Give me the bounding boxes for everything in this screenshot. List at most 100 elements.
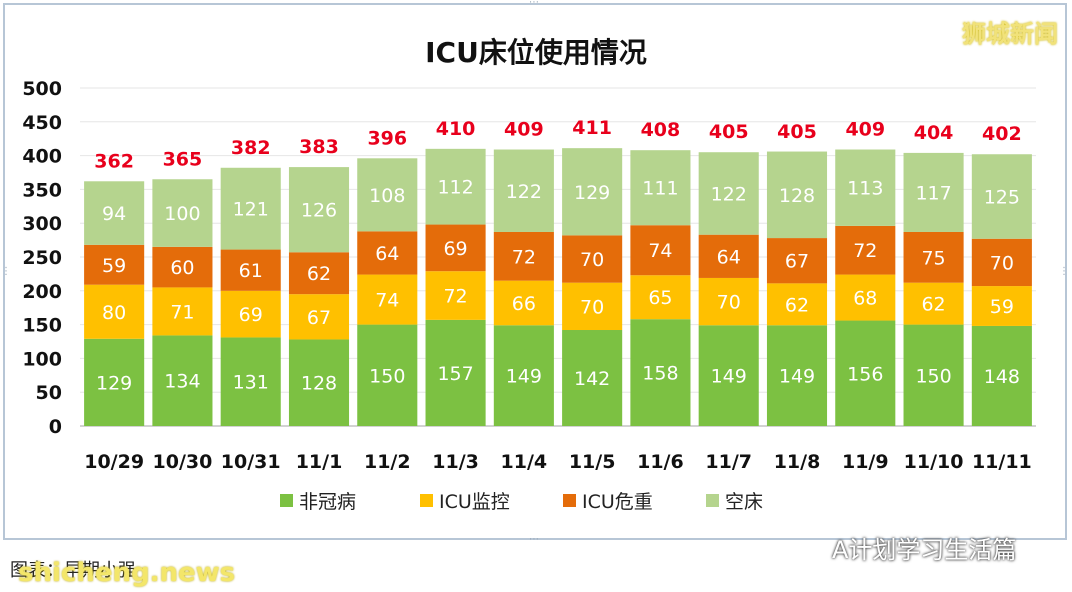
bar-segment: [220, 167, 281, 250]
data-label: 59: [990, 296, 1014, 318]
total-label: 382: [231, 137, 271, 159]
bar-segment: [493, 149, 554, 232]
y-tick-label: 450: [22, 112, 62, 134]
total-label: 383: [299, 136, 339, 158]
y-tick-label: 100: [22, 348, 62, 370]
x-tick-label: 11/5: [569, 451, 616, 473]
data-label: 149: [506, 366, 542, 388]
bar-segment: [835, 225, 896, 275]
legend-swatch: [420, 494, 433, 507]
x-tick-label: 11/1: [296, 451, 343, 473]
account-name: A计划学习生活篇: [832, 536, 1017, 564]
data-label: 150: [369, 365, 405, 387]
bar-segment: [84, 244, 145, 285]
bar-segment: [357, 274, 418, 325]
data-label: 148: [984, 366, 1020, 388]
bar-segment: [493, 280, 554, 326]
legend-swatch: [280, 494, 293, 507]
data-label: 72: [443, 286, 467, 308]
y-tick-label: 150: [22, 315, 62, 337]
total-label: 396: [367, 127, 407, 149]
resize-handle-top[interactable]: ⋯: [529, 0, 539, 8]
total-label: 409: [504, 119, 544, 141]
data-label: 131: [233, 372, 269, 394]
data-label: 72: [512, 246, 536, 268]
data-label: 117: [915, 182, 951, 204]
bar-segment: [903, 282, 964, 325]
data-label: 94: [102, 203, 126, 225]
bar-segment: [425, 148, 486, 225]
data-label: 71: [170, 301, 194, 323]
data-label: 158: [642, 363, 678, 385]
x-tick-label: 11/2: [364, 451, 411, 473]
data-label: 156: [847, 363, 883, 385]
data-label: 149: [779, 366, 815, 388]
legend-swatch: [706, 494, 719, 507]
bar-segment: [835, 149, 896, 226]
data-label: 61: [239, 260, 263, 282]
bar-segment: [766, 325, 828, 426]
data-label: 129: [574, 182, 610, 204]
total-label: 409: [845, 119, 885, 141]
data-label: 108: [369, 185, 405, 207]
bar-segment: [698, 325, 759, 426]
y-tick-label: 400: [22, 146, 62, 168]
wechat-icon: [802, 542, 827, 560]
bar-segment: [562, 148, 623, 236]
bar-segment: [84, 181, 145, 245]
data-label: 80: [102, 302, 126, 324]
bar-segment: [288, 339, 350, 426]
x-tick-label: 10/29: [84, 451, 144, 473]
account-watermark: A计划学习生活篇: [802, 530, 1016, 565]
data-label: 62: [307, 263, 331, 285]
data-label: 126: [301, 200, 337, 222]
bar-segment: [903, 152, 964, 232]
bar-segment: [220, 290, 281, 338]
bar-segment: [698, 277, 759, 326]
data-label: 67: [307, 307, 331, 329]
y-tick-label: 250: [22, 247, 62, 269]
bar-segment: [835, 274, 896, 321]
data-label: 122: [506, 181, 542, 203]
legend-label: ICU危重: [582, 491, 653, 513]
x-tick-label: 11/6: [637, 451, 684, 473]
bar-segment: [493, 231, 554, 281]
x-tick-label: 11/11: [972, 451, 1032, 473]
total-label: 402: [982, 123, 1022, 145]
data-label: 122: [711, 183, 747, 205]
y-tick-label: 200: [22, 281, 62, 303]
resize-handle-left[interactable]: ⋮: [1, 266, 11, 277]
data-label: 74: [375, 290, 399, 312]
legend-label: 空床: [725, 491, 763, 513]
total-label: 365: [163, 148, 203, 170]
total-label: 362: [94, 150, 134, 172]
x-tick-label: 11/9: [842, 451, 889, 473]
bar-segment: [903, 324, 964, 426]
data-label: 65: [648, 287, 672, 309]
bar-segment: [630, 275, 691, 320]
data-label: 62: [785, 294, 809, 316]
bar-segment: [835, 320, 896, 426]
bar-segment: [630, 319, 691, 426]
data-label: 70: [990, 252, 1014, 274]
bar-segment: [357, 324, 418, 426]
legend-label: ICU监控: [439, 491, 510, 513]
data-label: 75: [921, 247, 945, 269]
data-label: 62: [921, 294, 945, 316]
data-label: 113: [847, 178, 883, 200]
bar-segment: [84, 338, 145, 426]
data-label: 128: [779, 185, 815, 207]
legend-label: 非冠病: [299, 491, 356, 513]
bar-segment: [766, 283, 828, 326]
y-tick-label: 50: [36, 382, 62, 404]
bar-segment: [698, 234, 759, 278]
resize-handle-bottom[interactable]: ⋯: [529, 534, 539, 545]
data-label: 60: [170, 257, 194, 279]
watermark-text: 狮城新闻: [962, 20, 1058, 48]
resize-handle-right[interactable]: ⋮: [1059, 266, 1069, 277]
data-label: 142: [574, 368, 610, 390]
data-label: 64: [717, 246, 741, 268]
bar-segment: [288, 167, 350, 253]
x-tick-label: 11/10: [904, 451, 964, 473]
data-label: 72: [853, 240, 877, 262]
